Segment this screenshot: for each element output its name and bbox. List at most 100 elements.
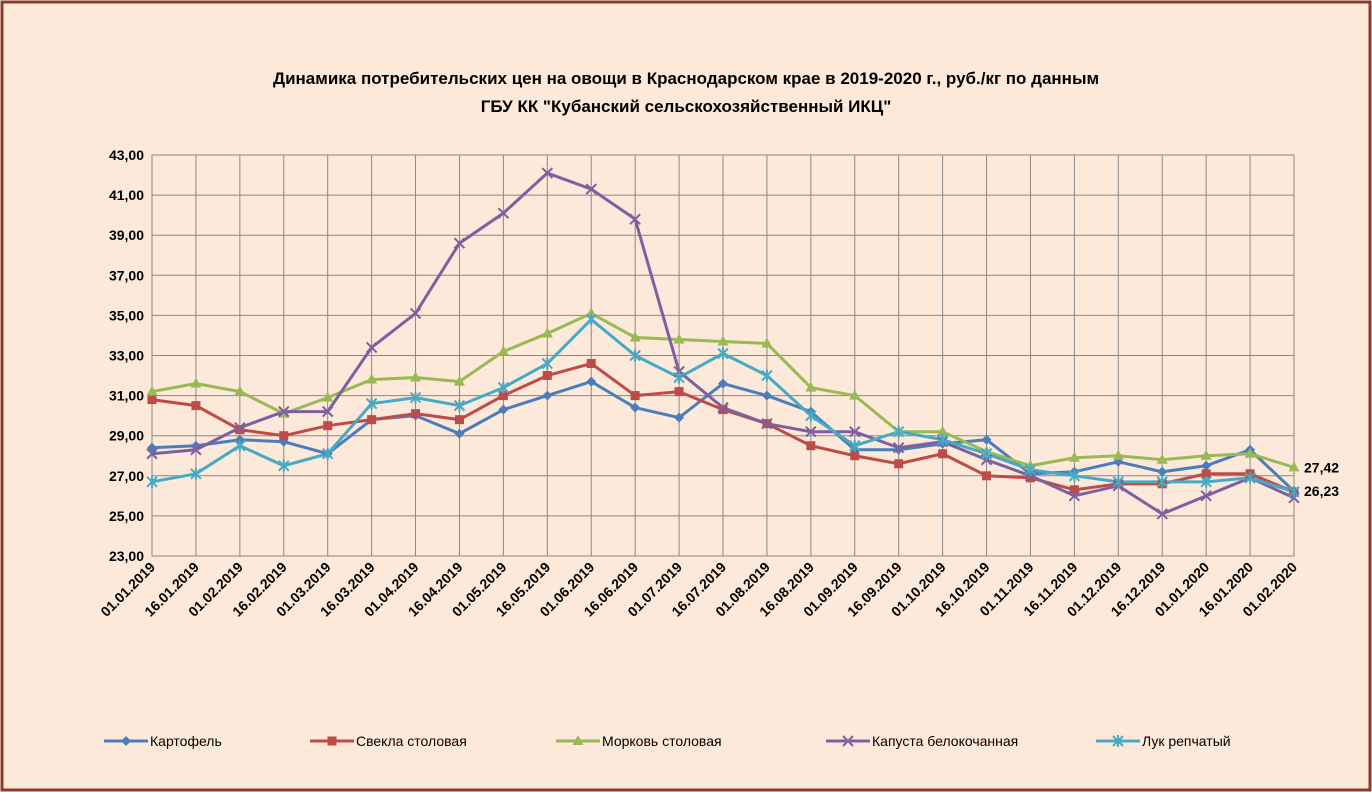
marker [235, 425, 245, 435]
marker [630, 391, 640, 401]
marker [323, 421, 333, 431]
marker [411, 409, 421, 419]
marker [322, 391, 334, 402]
marker [234, 421, 246, 434]
marker [191, 401, 201, 411]
marker [1068, 490, 1081, 502]
marker [1200, 475, 1212, 488]
marker [1112, 475, 1125, 488]
marker [717, 335, 729, 346]
marker [278, 459, 290, 472]
marker [1156, 475, 1168, 488]
marker [234, 439, 246, 452]
marker [1201, 469, 1211, 479]
marker [717, 401, 729, 414]
marker [453, 237, 466, 249]
marker [409, 307, 422, 320]
marker [1024, 463, 1037, 476]
marker [1200, 449, 1212, 460]
marker [761, 337, 773, 348]
marker [849, 425, 861, 438]
marker [673, 333, 685, 344]
marker [1156, 508, 1168, 520]
marker [717, 347, 729, 360]
marker [718, 405, 728, 415]
y-tick-label: 41,00 [109, 187, 144, 203]
marker [234, 385, 246, 396]
marker [761, 390, 772, 401]
marker [586, 359, 596, 369]
y-tick-label: 33,00 [109, 348, 144, 364]
y-tick-label: 43,00 [109, 147, 144, 163]
marker [1244, 447, 1256, 458]
marker [146, 475, 158, 488]
y-tick-label: 27,00 [109, 468, 144, 484]
marker [1069, 485, 1079, 495]
marker [629, 213, 641, 225]
marker [585, 313, 597, 326]
marker [365, 397, 378, 410]
marker [454, 428, 465, 439]
marker [630, 402, 641, 413]
marker [454, 415, 464, 425]
marker [938, 449, 948, 459]
marker [279, 431, 289, 441]
marker [497, 381, 510, 394]
marker [190, 444, 202, 456]
marker [805, 425, 817, 438]
marker [147, 395, 157, 405]
y-tick-label: 25,00 [109, 508, 144, 524]
marker [674, 412, 685, 423]
marker [453, 399, 466, 412]
marker [542, 390, 553, 401]
marker [849, 389, 861, 400]
marker [761, 369, 773, 382]
marker [673, 371, 685, 384]
marker [761, 417, 773, 430]
marker [321, 447, 334, 460]
marker [146, 448, 158, 460]
legend-label: Морковь столовая [602, 733, 722, 749]
marker [541, 327, 553, 338]
marker [367, 415, 377, 425]
legend-label: Капуста белокочанная [872, 733, 1018, 749]
marker [190, 467, 202, 480]
marker [842, 735, 854, 747]
marker [892, 425, 905, 438]
marker [629, 331, 641, 342]
marker [1112, 735, 1124, 747]
marker [121, 736, 131, 746]
marker [981, 434, 992, 445]
marker [278, 405, 290, 418]
y-tick-label: 29,00 [109, 428, 144, 444]
marker [849, 439, 861, 452]
legend-label: Лук репчатый [1142, 733, 1231, 749]
marker [327, 736, 337, 746]
marker [893, 444, 904, 455]
marker [982, 471, 992, 481]
marker [365, 341, 378, 354]
marker [541, 357, 554, 370]
marker [805, 409, 817, 422]
legend-label: Картофель [150, 733, 222, 749]
marker [892, 442, 905, 454]
marker [674, 387, 684, 397]
plot-border [151, 154, 1295, 557]
marker [1068, 469, 1081, 482]
marker [1112, 449, 1124, 460]
marker [1200, 490, 1212, 502]
marker [366, 373, 378, 384]
marker [850, 451, 860, 461]
marker [936, 433, 949, 446]
marker [1288, 485, 1300, 498]
marker [1244, 471, 1256, 484]
marker [1157, 466, 1168, 477]
marker [1288, 461, 1300, 472]
marker [806, 441, 816, 451]
marker [410, 371, 422, 382]
marker [409, 391, 422, 404]
marker [453, 375, 465, 386]
marker [585, 307, 597, 318]
marker [629, 349, 641, 362]
